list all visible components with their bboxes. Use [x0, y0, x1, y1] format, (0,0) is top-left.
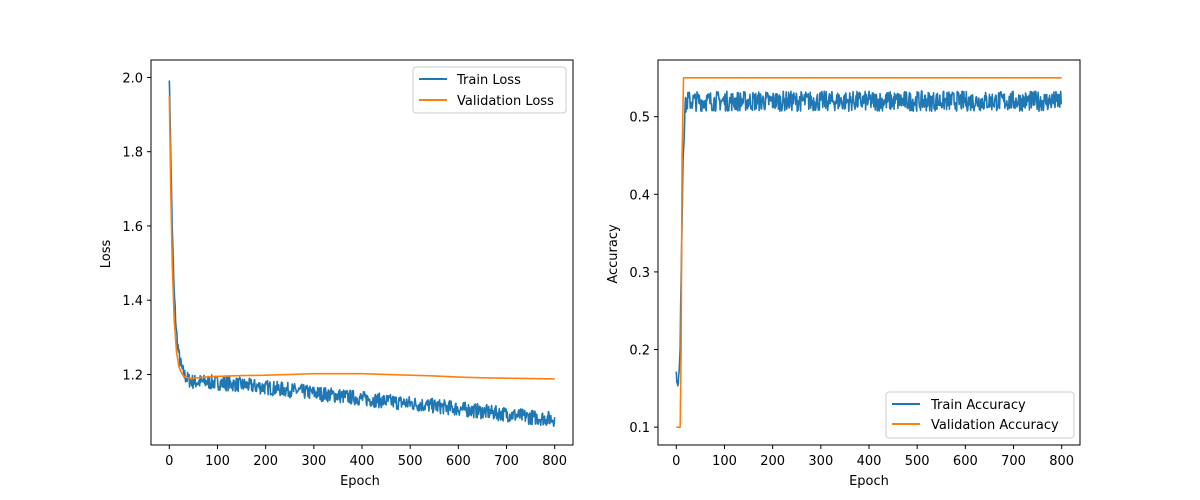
- accuracy-chart-xlabel: Epoch: [849, 474, 889, 489]
- accuracy-y-tick-label: 0.3: [629, 266, 650, 281]
- loss-x-tick-label: 200: [253, 454, 278, 469]
- loss-series-group: [168, 80, 556, 428]
- loss-y-tick-label: 1.6: [122, 220, 143, 235]
- accuracy-x-tick-label: 400: [857, 454, 882, 469]
- loss-chart-ylabel: Loss: [99, 240, 114, 269]
- accuracy-y-tick-label: 0.2: [629, 344, 650, 359]
- loss-series-line-train: [168, 80, 556, 428]
- accuracy-legend-validation-label: Validation Accuracy: [931, 418, 1059, 433]
- loss-y-tick-label: 2.0: [122, 71, 143, 86]
- loss-x-tick-label: 0: [165, 454, 173, 469]
- loss-y-tick-label: 1.2: [122, 368, 143, 383]
- accuracy-legend: Train Accuracy Validation Accuracy: [885, 391, 1075, 439]
- accuracy-y-tick-label: 0.1: [629, 421, 650, 436]
- accuracy-legend-train-label: Train Accuracy: [930, 398, 1026, 413]
- loss-x-tick-label: 600: [446, 454, 471, 469]
- accuracy-y-tick-label: 0.4: [629, 188, 650, 203]
- loss-x-tick-label: 800: [542, 454, 567, 469]
- loss-y-tick-label: 1.8: [122, 146, 143, 161]
- accuracy-legend-box: [885, 391, 1075, 439]
- accuracy-chart-ylabel: Accuracy: [606, 224, 621, 284]
- accuracy-series-line-train: [675, 90, 1063, 387]
- accuracy-y-tick-label: 0.5: [629, 111, 650, 126]
- accuracy-x-tick-label: 600: [953, 454, 978, 469]
- loss-x-tick-label: 400: [350, 454, 375, 469]
- accuracy-x-tick-label: 500: [905, 454, 930, 469]
- accuracy-x-tick-label: 200: [760, 454, 785, 469]
- accuracy-chart: 0 100 200 300 400 500 600 700 800 0.1 0.2 0.3 0.4 0.5…: [606, 59, 1081, 489]
- loss-x-tick-label: 700: [494, 454, 519, 469]
- accuracy-x-tick-label: 700: [1001, 454, 1026, 469]
- accuracy-series-line-validation: [675, 77, 1063, 428]
- loss-series-line-validation: [168, 95, 556, 380]
- loss-legend: Train Loss Validation Loss: [412, 66, 567, 114]
- loss-x-tick-label: 500: [398, 454, 423, 469]
- accuracy-x-tick-label: 0: [672, 454, 680, 469]
- loss-legend-validation-label: Validation Loss: [457, 94, 554, 109]
- loss-legend-train-label: Train Loss: [456, 73, 521, 88]
- loss-chart: 0 100 200 300 400 500 600 700 800 1.2 1.4 1.6 1.8 2.0…: [99, 59, 574, 489]
- loss-chart-xlabel: Epoch: [340, 474, 380, 489]
- accuracy-x-tick-label: 100: [712, 454, 737, 469]
- loss-legend-box: [412, 66, 567, 114]
- accuracy-series-group: [675, 77, 1063, 428]
- loss-y-tick-label: 1.4: [122, 294, 143, 309]
- accuracy-x-tick-label: 300: [808, 454, 833, 469]
- accuracy-x-tick-label: 800: [1049, 454, 1074, 469]
- loss-x-tick-label: 300: [301, 454, 326, 469]
- loss-x-tick-label: 100: [205, 454, 230, 469]
